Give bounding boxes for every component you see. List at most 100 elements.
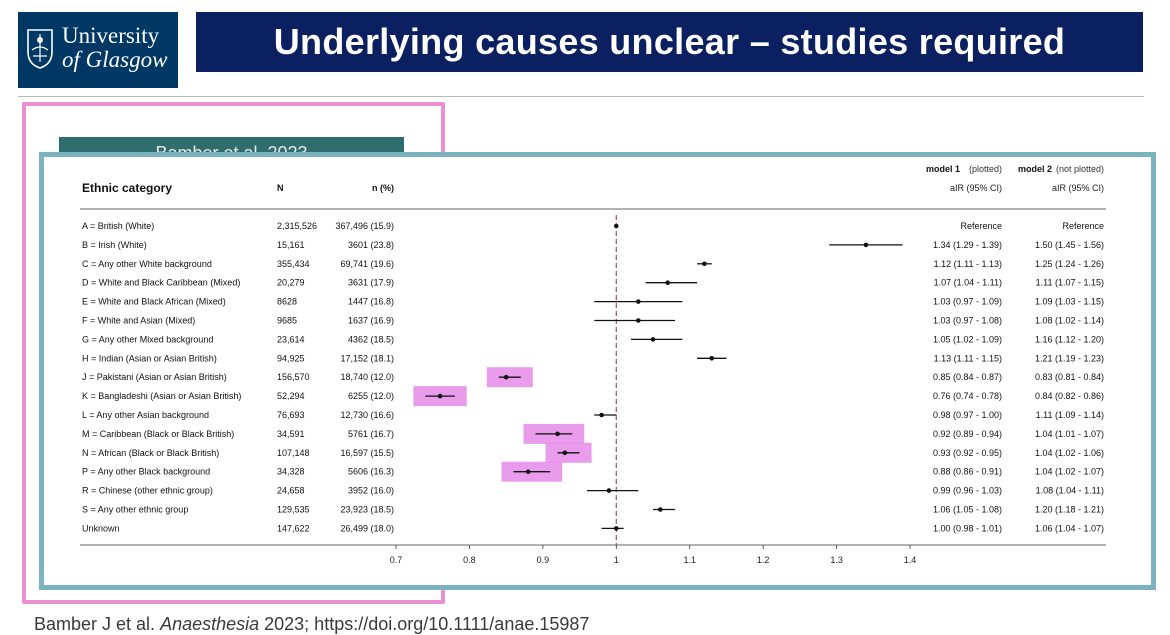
row-n: 2,315,526 bbox=[277, 221, 317, 231]
row-n: 34,328 bbox=[277, 467, 305, 477]
row-model1-air: 1.06 (1.05 - 1.08) bbox=[933, 505, 1002, 515]
row-n: 156,570 bbox=[277, 372, 310, 382]
row-point bbox=[555, 431, 560, 437]
header-ethnic-category: Ethnic category bbox=[82, 181, 172, 195]
row-model1-air: 0.98 (0.97 - 1.00) bbox=[933, 410, 1002, 420]
x-tick-label: 1.2 bbox=[757, 555, 770, 565]
x-tick-label: 0.7 bbox=[390, 555, 403, 565]
logo-line-1: University bbox=[62, 23, 160, 48]
row-point bbox=[613, 223, 619, 229]
row-point bbox=[636, 299, 641, 304]
row-model1-air: 0.88 (0.86 - 0.91) bbox=[933, 467, 1002, 477]
row-model2-air: 1.11 (1.07 - 1.15) bbox=[1036, 278, 1104, 288]
row-n: 52,294 bbox=[277, 391, 305, 401]
row-point bbox=[863, 242, 869, 248]
row-model2-air: 1.04 (1.02 - 1.06) bbox=[1035, 448, 1104, 458]
row-model2-air: 1.25 (1.24 - 1.26) bbox=[1035, 259, 1104, 269]
header-model2-sub: (not plotted) bbox=[1056, 164, 1104, 174]
row-n-pct: 17,152 (18.1) bbox=[340, 353, 394, 363]
underlying-panel-header: Bamber et al. 2023 bbox=[59, 137, 404, 153]
row-n: 15,161 bbox=[277, 240, 305, 250]
row-point bbox=[709, 356, 715, 361]
row-n: 23,614 bbox=[277, 334, 305, 344]
header-n-pct: n (%) bbox=[372, 183, 394, 193]
row-n-pct: 18,740 (12.0) bbox=[340, 372, 394, 382]
row-label: K = Bangladeshi (Asian or Asian British) bbox=[82, 391, 241, 401]
row-n-pct: 23,923 (18.5) bbox=[340, 505, 394, 515]
row-label: C = Any other White background bbox=[82, 259, 212, 269]
header-model2-title: model 2 bbox=[1018, 164, 1052, 174]
row-n: 107,148 bbox=[277, 448, 310, 458]
row-n-pct: 1447 (16.8) bbox=[348, 297, 394, 307]
forest-plot-panel bbox=[39, 152, 1156, 590]
row-model2-air: 1.16 (1.12 - 1.20) bbox=[1035, 334, 1104, 344]
row-n: 76,693 bbox=[277, 410, 305, 420]
x-tick-label: 1 bbox=[614, 555, 619, 565]
row-point bbox=[613, 526, 619, 531]
row-n: 94,925 bbox=[277, 353, 305, 363]
row-point bbox=[562, 450, 568, 456]
row-point bbox=[650, 337, 656, 342]
row-point bbox=[437, 393, 443, 399]
row-model1-air: 1.34 (1.29 - 1.39) bbox=[933, 240, 1002, 250]
citation-journal: Anaesthesia bbox=[160, 614, 260, 634]
row-n-pct: 367,496 (15.9) bbox=[335, 221, 394, 231]
row-n-pct: 69,741 (19.6) bbox=[340, 259, 394, 269]
row-label: M = Caribbean (Black or Black British) bbox=[82, 429, 234, 439]
row-n: 9685 bbox=[277, 316, 297, 326]
row-label: N = African (Black or Black British) bbox=[82, 448, 219, 458]
row-label: P = Any other Black background bbox=[82, 467, 210, 477]
slide-title-bar: Underlying causes unclear – studies requ… bbox=[196, 12, 1143, 72]
row-model2-air: 1.11 (1.09 - 1.14) bbox=[1036, 410, 1104, 420]
row-point bbox=[702, 261, 707, 267]
row-model1-air: Reference bbox=[960, 221, 1002, 231]
row-n-pct: 5606 (16.3) bbox=[348, 467, 394, 477]
row-label: H = Indian (Asian or Asian British) bbox=[82, 353, 217, 363]
row-label: E = White and Black African (Mixed) bbox=[82, 297, 226, 307]
row-model2-air: 1.50 (1.45 - 1.56) bbox=[1035, 240, 1104, 250]
row-n: 20,279 bbox=[277, 278, 305, 288]
row-point bbox=[525, 469, 531, 475]
row-point bbox=[599, 412, 604, 418]
row-model2-air: 0.84 (0.82 - 0.86) bbox=[1035, 391, 1104, 401]
row-label: D = White and Black Caribbean (Mixed) bbox=[82, 278, 240, 288]
row-n-pct: 26,499 (18.0) bbox=[340, 523, 394, 533]
row-model2-air: 1.04 (1.01 - 1.07) bbox=[1035, 429, 1104, 439]
slide-title: Underlying causes unclear – studies requ… bbox=[273, 21, 1066, 62]
row-model1-air: 0.85 (0.84 - 0.87) bbox=[933, 372, 1002, 382]
header-divider bbox=[18, 96, 1144, 97]
row-model1-air: 0.76 (0.74 - 0.78) bbox=[933, 391, 1002, 401]
logo-line-2: of Glasgow bbox=[62, 47, 168, 72]
citation: Bamber J et al. Anaesthesia 2023; https:… bbox=[34, 614, 589, 635]
row-model1-air: 1.07 (1.04 - 1.11) bbox=[934, 278, 1002, 288]
university-crest-icon bbox=[27, 29, 53, 69]
row-model2-air: Reference bbox=[1062, 221, 1104, 231]
row-n: 24,658 bbox=[277, 486, 305, 496]
row-n-pct: 4362 (18.5) bbox=[348, 334, 394, 344]
row-model2-air: 1.09 (1.03 - 1.15) bbox=[1035, 297, 1104, 307]
citation-suffix: 2023; https://doi.org/10.1111/anae.15987 bbox=[259, 614, 590, 634]
row-n-pct: 3952 (16.0) bbox=[348, 486, 394, 496]
header-model2-air: aIR (95% CI) bbox=[1052, 183, 1104, 193]
row-n-pct: 3631 (17.9) bbox=[348, 278, 394, 288]
row-n: 129,535 bbox=[277, 505, 310, 515]
row-model2-air: 1.20 (1.18 - 1.21) bbox=[1035, 505, 1104, 515]
row-model2-air: 1.08 (1.02 - 1.14) bbox=[1035, 316, 1104, 326]
row-model2-air: 1.21 (1.19 - 1.23) bbox=[1035, 353, 1104, 363]
underlying-panel-label: Bamber et al. 2023 bbox=[155, 143, 308, 153]
row-n-pct: 6255 (12.0) bbox=[348, 391, 394, 401]
row-label: S = Any other ethnic group bbox=[82, 505, 188, 515]
header-model1-title: model 1 bbox=[926, 164, 960, 174]
row-label: Unknown bbox=[82, 523, 120, 533]
row-label: B = Irish (White) bbox=[82, 240, 147, 250]
row-n: 34,591 bbox=[277, 429, 305, 439]
row-label: R = Chinese (other ethnic group) bbox=[82, 486, 213, 496]
row-model1-air: 0.99 (0.96 - 1.03) bbox=[933, 486, 1002, 496]
x-tick-label: 1.1 bbox=[683, 555, 696, 565]
row-model1-air: 1.13 (1.11 - 1.15) bbox=[934, 353, 1002, 363]
row-model1-air: 1.05 (1.02 - 1.09) bbox=[933, 334, 1002, 344]
row-label: G = Any other Mixed background bbox=[82, 334, 213, 344]
row-point bbox=[636, 318, 641, 323]
x-tick-label: 1.3 bbox=[830, 555, 843, 565]
row-point bbox=[606, 488, 612, 493]
